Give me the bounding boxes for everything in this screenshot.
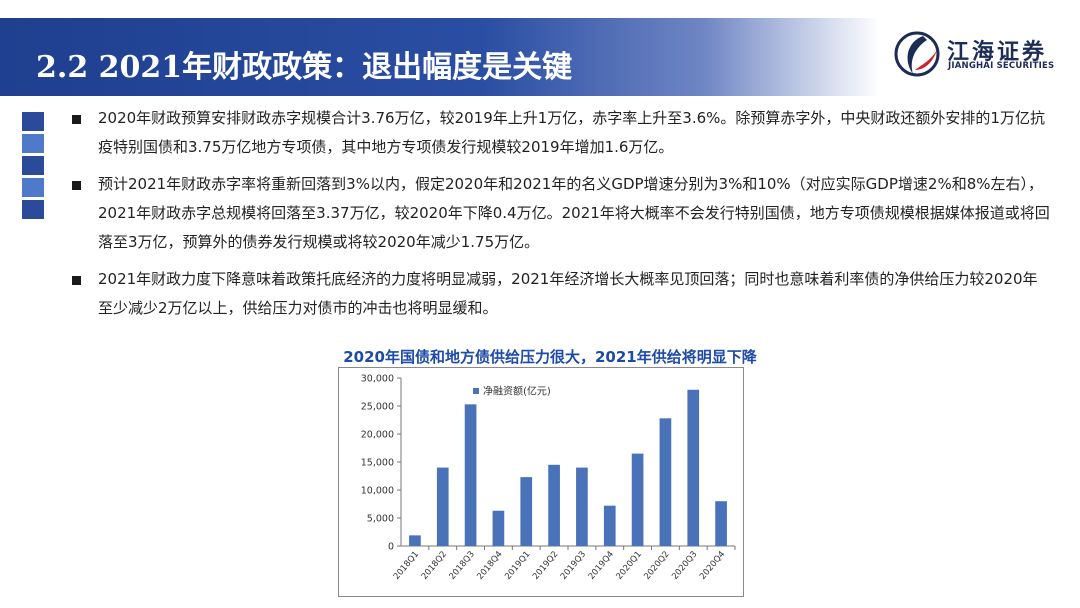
bar: [659, 418, 672, 546]
bar: [492, 510, 505, 546]
side-block: [22, 156, 44, 175]
bullet-square-icon: [72, 276, 81, 285]
bar: [464, 404, 477, 546]
bar: [715, 501, 727, 546]
company-logo: 江海证券 JIANGHAI SECURITIES: [893, 30, 1068, 80]
x-tick-label: 2020Q3: [670, 550, 699, 582]
side-block: [22, 134, 44, 153]
bullet-text: 预计2021年财政赤字率将重新回落到3%以内，假定2020年和2021年的名义G…: [98, 175, 1050, 251]
y-tick-label: 30,000: [361, 374, 394, 385]
chart-frame: 0 5,000 10,000 15,000 20,000 25,000 30,000 2018…: [338, 367, 744, 597]
legend-label: 净融资额(亿元): [483, 385, 551, 398]
x-tick-label: 2020Q4: [698, 550, 727, 582]
y-tick-label: 0: [388, 542, 394, 553]
logo-text-cn: 江海证券: [947, 40, 1048, 65]
logo-text-en: JIANGHAI SECURITIES: [948, 61, 1055, 71]
x-tick-label: 2019Q3: [559, 550, 588, 582]
bullet-list: 2020年财政预算安排财政赤字规模合计3.76万亿，较2019年上升1万亿，赤字…: [70, 104, 1050, 331]
bullet-square-icon: [72, 115, 81, 124]
x-tick-label: 2019Q1: [503, 550, 532, 582]
bar: [548, 464, 560, 546]
bar: [520, 477, 533, 546]
y-tick-label: 25,000: [361, 402, 394, 413]
x-tick-label: 2020Q2: [642, 550, 671, 582]
y-tick-label: 5,000: [367, 514, 394, 525]
bar: [409, 535, 421, 546]
bar: [576, 467, 588, 546]
bullet-text: 2021年财政力度下降意味着政策托底经济的力度将明显减弱，2021年经济增长大概…: [98, 270, 1038, 317]
x-tick-label: 2018Q4: [475, 550, 504, 582]
bar: [603, 505, 616, 546]
side-decoration: [22, 112, 44, 222]
x-tick-label: 2018Q3: [448, 550, 477, 582]
bullet-item: 预计2021年财政赤字率将重新回落到3%以内，假定2020年和2021年的名义G…: [70, 170, 1050, 257]
bar: [687, 389, 700, 546]
x-tick-label: 2019Q4: [587, 550, 616, 582]
side-block: [22, 178, 44, 197]
page-title: 2.2 2021年财政政策：退出幅度是关键: [36, 50, 573, 85]
side-block: [22, 112, 44, 131]
bullet-text: 2020年财政预算安排财政赤字规模合计3.76万亿，较2019年上升1万亿，赤字…: [98, 109, 1045, 156]
side-block: [22, 200, 44, 219]
title-banner: 2.2 2021年财政政策：退出幅度是关键: [0, 18, 880, 96]
bullet-item: 2020年财政预算安排财政赤字规模合计3.76万亿，较2019年上升1万亿，赤字…: [70, 104, 1050, 162]
x-tick-label: 2019Q2: [531, 550, 560, 582]
y-tick-label: 10,000: [361, 486, 394, 497]
bar-chart: 0 5,000 10,000 15,000 20,000 25,000 30,000 2018…: [361, 374, 736, 582]
y-tick-label: 15,000: [361, 458, 394, 469]
x-tick-label: 2018Q2: [420, 550, 449, 582]
jianghai-logo-icon: [894, 31, 940, 77]
bar: [436, 467, 449, 546]
bullet-square-icon: [72, 181, 81, 190]
x-tick-label: 2018Q1: [392, 550, 421, 582]
legend-swatch: [473, 388, 479, 394]
x-tick-label: 2020Q1: [615, 550, 644, 582]
bar: [631, 453, 644, 546]
chart-title: 2020年国债和地方债供给压力很大，2021年供给将明显下降: [343, 348, 757, 366]
y-tick-label: 20,000: [361, 430, 394, 441]
bullet-item: 2021年财政力度下降意味着政策托底经济的力度将明显减弱，2021年经济增长大概…: [70, 265, 1050, 323]
